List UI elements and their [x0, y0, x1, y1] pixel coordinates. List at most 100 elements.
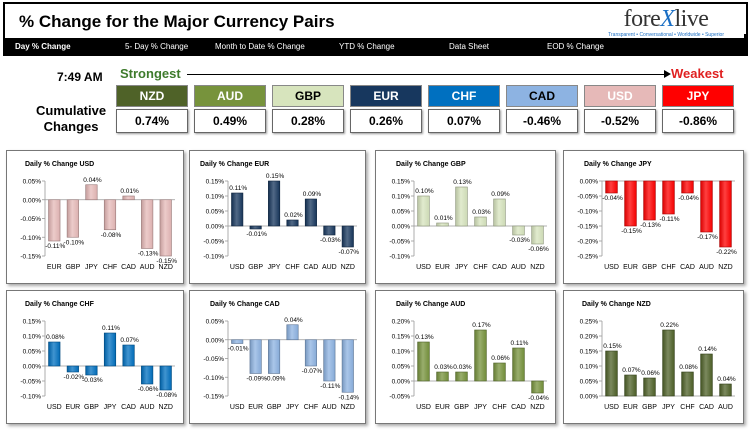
data-label: -0.13%	[138, 251, 159, 258]
bar-chf	[304, 339, 317, 367]
bar-jpy	[85, 184, 98, 201]
rank-cell-chf: CHF 0.07%	[428, 85, 500, 133]
x-tick-label: CHF	[304, 404, 318, 411]
x-tick-label: AUD	[511, 264, 526, 271]
bar-eur	[48, 199, 61, 242]
data-label: 0.07%	[120, 337, 139, 344]
data-label: 0.11%	[102, 325, 120, 332]
tab-day-change[interactable]: Day % Change	[15, 42, 71, 51]
y-tick-label: -0.05%	[20, 379, 41, 386]
chart-title-eur: Daily % Change EUR	[200, 161, 270, 168]
rank-currency-label: CHF	[428, 85, 500, 107]
chart-nzd: 0.25% 0.20% 0.15% 0.10% 0.05% 0.00% 0.15% USD 0.…	[563, 290, 744, 424]
weakest-label: Weakest	[671, 66, 724, 81]
rank-cell-usd: USD -0.52%	[584, 85, 656, 133]
y-tick-label: 0.00%	[392, 379, 411, 386]
x-tick-label: CHF	[473, 264, 487, 271]
bar-aud	[141, 199, 154, 249]
bar-jpy	[455, 186, 468, 227]
tab-data-sheet[interactable]: Data Sheet	[449, 42, 490, 51]
y-tick-label: 0.10%	[206, 194, 225, 201]
bar-aud	[141, 365, 154, 385]
x-tick-label: EUR	[248, 404, 263, 411]
data-label: -0.04%	[528, 395, 549, 402]
tab-5day-change[interactable]: 5- Day % Change	[125, 42, 189, 51]
bar-usd	[48, 341, 61, 367]
data-label: -0.01%	[246, 231, 267, 238]
rank-cell-gbp: GBP 0.28%	[272, 85, 344, 133]
data-label: 0.15%	[603, 343, 622, 350]
ranking-arrow-head	[664, 70, 671, 78]
bar-gbp	[643, 377, 656, 397]
bar-eur	[624, 180, 637, 227]
data-label: -0.03%	[509, 237, 530, 244]
y-tick-label: -0.10%	[389, 254, 410, 261]
data-label: 0.04%	[83, 177, 102, 184]
x-tick-label: NZD	[530, 404, 544, 411]
x-tick-label: JPY	[104, 404, 117, 411]
bar-cad	[122, 344, 135, 367]
bar-aud	[512, 225, 525, 236]
bar-chf	[474, 216, 487, 227]
x-tick-label: JPY	[85, 264, 98, 271]
data-label: 0.22%	[660, 322, 679, 329]
bar-jpy	[474, 329, 487, 382]
y-tick-label: 0.05%	[23, 349, 42, 356]
x-tick-label: USD	[230, 264, 245, 271]
bar-aud	[719, 383, 732, 397]
x-tick-label: GBP	[84, 404, 99, 411]
x-tick-label: AUD	[140, 404, 155, 411]
bar-cad	[681, 180, 694, 194]
bar-eur	[624, 374, 637, 397]
y-tick-label: 0.10%	[23, 334, 42, 341]
tab-ytd-change[interactable]: YTD % Change	[339, 42, 395, 51]
data-label: -0.15%	[156, 258, 177, 265]
forexlive-logo[interactable]: foreXlive Transparent • Conversational •…	[608, 7, 724, 38]
y-tick-label: 0.25%	[580, 319, 599, 326]
x-tick-label: USD	[47, 404, 62, 411]
data-label: -0.13%	[640, 222, 661, 229]
bar-gbp	[268, 339, 281, 374]
y-tick-label: 0.05%	[392, 364, 411, 371]
bar-nzd	[719, 180, 732, 248]
y-tick-label: -0.05%	[203, 356, 224, 363]
rank-value: 0.74%	[116, 109, 188, 133]
bar-chf	[103, 199, 117, 231]
x-tick-label: CHF	[492, 404, 506, 411]
data-label: 0.14%	[698, 346, 717, 353]
bar-eur	[66, 365, 79, 373]
bar-chf	[681, 371, 694, 397]
rank-currency-label: CAD	[506, 85, 578, 107]
x-tick-label: NZD	[159, 264, 173, 271]
bar-nzd	[159, 199, 172, 257]
bar-usd	[417, 195, 430, 227]
cumulative-label-line2: Changes	[43, 119, 99, 134]
bar-nzd	[159, 365, 172, 391]
chart-svg: 0.00% -0.05% -0.10% -0.15% -0.20% -0.25% -0.04…	[577, 179, 737, 272]
tab-eod-change[interactable]: EOD % Change	[547, 42, 604, 51]
x-tick-label: JPY	[455, 264, 468, 271]
data-label: -0.11%	[659, 216, 679, 223]
tab-mtd-change[interactable]: Month to Date % Change	[215, 42, 305, 51]
bar-aud	[700, 180, 713, 233]
data-label: -0.10%	[64, 239, 85, 246]
y-tick-label: 0.00%	[580, 394, 599, 401]
data-label: 0.03%	[472, 209, 491, 216]
rank-value: -0.52%	[584, 109, 656, 133]
bar-usd	[417, 341, 430, 382]
x-tick-label: NZD	[718, 264, 732, 271]
y-tick-label: 0.05%	[206, 319, 225, 326]
chart-svg: 0.25% 0.20% 0.15% 0.10% 0.05% 0.00% 0.15% USD 0.…	[580, 319, 736, 412]
chart-gbp: 0.15% 0.10% 0.05% 0.00% -0.05% -0.10% 0.10% USD…	[375, 150, 556, 284]
rank-currency-label: GBP	[272, 85, 344, 107]
y-tick-label: 0.00%	[206, 337, 225, 344]
x-tick-label: GBP	[267, 404, 282, 411]
chart-title-cad: Daily % Change CAD	[210, 301, 280, 308]
y-tick-label: 0.00%	[206, 224, 225, 231]
y-tick-label: 0.10%	[580, 364, 599, 371]
x-tick-label: CAD	[121, 264, 136, 271]
rank-value: 0.49%	[194, 109, 266, 133]
data-label: 0.04%	[717, 376, 736, 383]
y-tick-label: -0.15%	[577, 224, 598, 231]
rank-currency-label: AUD	[194, 85, 266, 107]
